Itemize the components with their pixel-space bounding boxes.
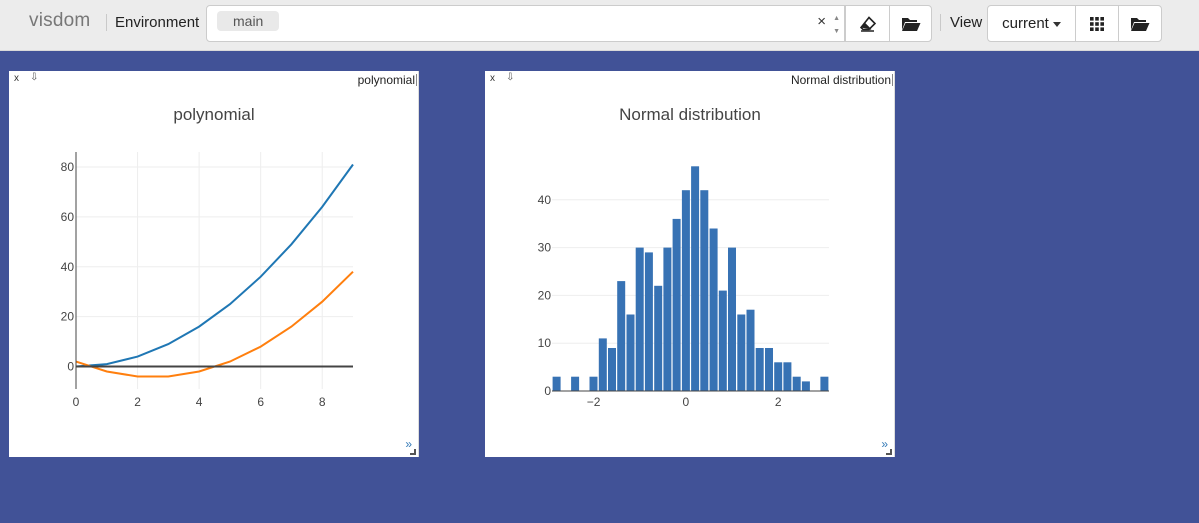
x-tick-label: −2: [587, 395, 601, 409]
histogram-bar: [691, 166, 700, 391]
histogram-bar: [755, 348, 764, 391]
histogram-bar: [635, 247, 644, 391]
chevron-down-icon: [1052, 22, 1061, 27]
y-tick-label: 10: [538, 336, 552, 350]
x-tick-label: 6: [257, 395, 264, 409]
chart-title: polynomial: [173, 105, 254, 124]
manage-environments-button[interactable]: [889, 5, 932, 42]
y-tick-label: 0: [544, 384, 551, 398]
histogram-bar: [608, 348, 616, 391]
environment-chip-main[interactable]: main: [217, 11, 280, 31]
repack-grid-button[interactable]: [1075, 5, 1119, 42]
y-tick-label: 30: [538, 241, 552, 255]
histogram-bar: [626, 314, 635, 391]
clear-selection-icon[interactable]: ×: [817, 13, 826, 30]
resize-handle-icon[interactable]: [886, 449, 892, 455]
eraser-icon: [859, 15, 876, 32]
manage-views-button[interactable]: [1118, 5, 1162, 42]
chart-title: Normal distribution: [619, 105, 761, 124]
x-tick-label: 0: [73, 395, 80, 409]
histogram-bar: [654, 285, 663, 391]
histogram-bar: [681, 190, 690, 391]
histogram-bar: [728, 247, 736, 391]
histogram-bar: [801, 381, 810, 391]
folder-open-icon: [1131, 17, 1150, 31]
view-select[interactable]: current: [987, 5, 1076, 42]
close-pane-icon[interactable]: x: [14, 73, 19, 84]
clear-environment-button[interactable]: [845, 5, 890, 42]
histogram-bar: [792, 376, 801, 391]
divider: [106, 14, 107, 31]
histogram-bar: [820, 376, 829, 391]
histogram-bar: [571, 376, 580, 391]
histogram-bar: [552, 376, 561, 391]
histogram-bar: [737, 314, 746, 391]
histogram-bar: [718, 290, 727, 391]
view-select-value: current: [1002, 15, 1049, 32]
y-tick-label: 40: [538, 193, 552, 207]
resize-handle-icon[interactable]: [410, 449, 416, 455]
folder-open-icon: [901, 17, 920, 31]
plot-pane-normal-distribution[interactable]: Normal distribution 0 10 20 30 40 −2 0 2 x ⇩ No…: [485, 71, 895, 457]
x-tick-label: 2: [775, 395, 782, 409]
spin-up-icon[interactable]: ▲: [833, 15, 840, 22]
plot-pane-polynomial[interactable]: polynomial 0 2 4 6 8 0 20 40 60 80 x ⇩ polynomial…: [9, 71, 419, 457]
histogram-bar: [709, 228, 718, 391]
y-tick-label: 40: [61, 260, 75, 274]
y-tick-label: 20: [538, 288, 552, 302]
pane-window-title: polynomial: [357, 73, 417, 87]
histogram-bar: [672, 218, 681, 391]
x-tick-label: 0: [683, 395, 690, 409]
x-tick-label: 2: [134, 395, 141, 409]
top-navbar: visdom Environment main × ▲ ▼ View curre…: [0, 0, 1199, 51]
download-icon[interactable]: ⇩: [30, 72, 39, 83]
series-line-0: [75, 163, 354, 368]
x-tick-label: 8: [319, 395, 326, 409]
histogram-bar: [700, 190, 709, 391]
view-label: View: [950, 14, 983, 31]
histogram-bar: [774, 362, 783, 391]
y-tick-label: 0: [67, 360, 74, 374]
y-tick-label: 80: [61, 160, 75, 174]
y-tick-label: 60: [61, 210, 75, 224]
grid-icon: [1090, 16, 1104, 31]
divider: [940, 14, 941, 31]
histogram-bar: [746, 309, 755, 391]
brand-logo[interactable]: visdom: [29, 10, 91, 31]
close-pane-icon[interactable]: x: [490, 73, 495, 84]
pane-window-title: Normal distribution: [790, 73, 893, 87]
histogram-bar: [663, 247, 672, 391]
environment-label: Environment: [115, 14, 200, 31]
download-icon[interactable]: ⇩: [506, 72, 515, 83]
normal-distribution-histogram[interactable]: Normal distribution 0 10 20 30 40 −2 0 2: [485, 71, 894, 457]
expand-icon[interactable]: »: [405, 437, 412, 451]
expand-icon[interactable]: »: [881, 437, 888, 451]
spin-down-icon[interactable]: ▼: [833, 28, 840, 35]
histogram-bar: [617, 281, 626, 391]
histogram-bar: [644, 252, 653, 391]
histogram-bar: [598, 338, 607, 391]
histogram-bar: [765, 348, 773, 391]
x-tick-label: 4: [196, 395, 203, 409]
y-tick-label: 20: [61, 310, 75, 324]
histogram-bar: [589, 376, 598, 391]
histogram-bar: [783, 362, 792, 391]
environment-select[interactable]: main × ▲ ▼: [206, 5, 845, 42]
